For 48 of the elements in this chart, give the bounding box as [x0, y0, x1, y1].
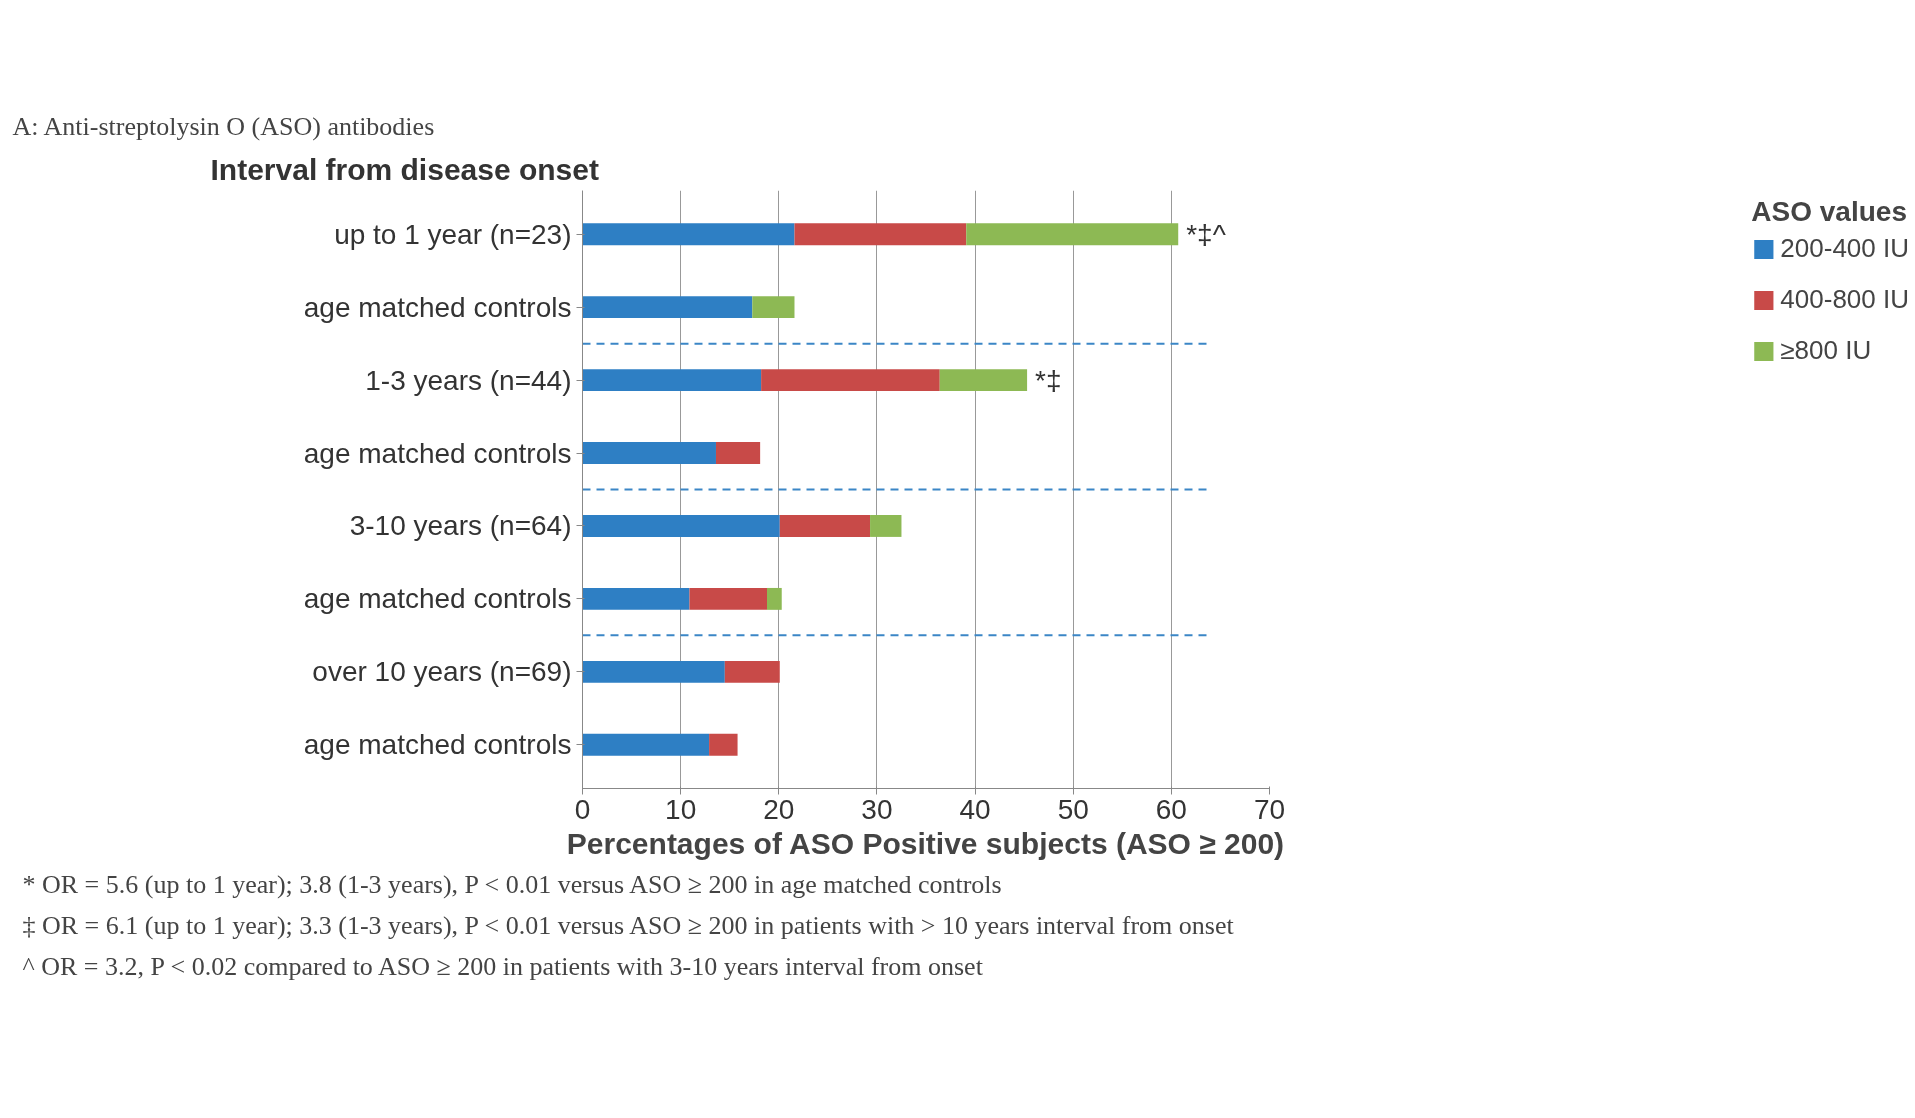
x-tick-label: 60: [1155, 793, 1187, 825]
bar: [794, 223, 967, 246]
legend-label: 400-800 IU: [1780, 284, 1909, 315]
text: ^ OR = 3.2, P < 0.02 compared to ASO ≥ 200 in patients with 3-10 years interval from onset: [22, 951, 984, 981]
bar: [582, 296, 753, 319]
x-tick-label: 20: [763, 793, 795, 825]
bar: [582, 369, 762, 392]
y-tick-label: up to 1 year (n=23): [334, 218, 572, 250]
annotation: *‡^: [1186, 218, 1226, 250]
x-tick-label: 30: [861, 793, 893, 825]
bar: [582, 733, 710, 756]
x-tick-label: 50: [1057, 793, 1089, 825]
bar: [689, 587, 768, 610]
bar: [582, 515, 780, 537]
y-axis-title: Interval from disease onset: [210, 152, 599, 186]
bar: [761, 369, 940, 392]
x-tick-label: 0: [574, 793, 591, 825]
bar: [582, 223, 795, 246]
legend-title: ASO values: [1751, 196, 1908, 228]
y-tick-label: over 10 years (n=69): [312, 656, 572, 688]
y-tick-label: 1-3 years (n=44): [365, 364, 572, 396]
legend-label: 200-400 IU: [1780, 233, 1909, 264]
bar: [939, 369, 1028, 392]
text: * OR = 5.6 (up to 1 year); 3.8 (1-3 years), P < 0.01 versus ASO ≥ 200 in age matched controls: [22, 869, 1002, 899]
bar: [966, 223, 1179, 246]
text: A: Anti-streptolysin O (ASO) antibodies: [12, 111, 435, 141]
y-tick-label: age matched controls: [303, 291, 572, 323]
bar: [870, 515, 902, 537]
x-tick-label: 70: [1253, 793, 1286, 825]
y-tick-label: age matched controls: [303, 583, 572, 615]
bar: [779, 515, 871, 537]
y-tick-label: 3-10 years (n=64): [349, 510, 572, 542]
bar: [582, 587, 690, 610]
bar: [724, 660, 780, 683]
y-tick-label: age matched controls: [303, 437, 572, 469]
text: ‡ OR = 6.1 (up to 1 year); 3.3 (1-3 years), P < 0.01 versus ASO ≥ 200 in patients with > 10 years interval from onset: [22, 910, 1235, 940]
legend-label: ≥800 IU: [1780, 335, 1872, 366]
annotation: *‡: [1035, 364, 1062, 396]
bar: [752, 296, 795, 319]
bar: [582, 442, 716, 464]
bar: [582, 660, 725, 683]
bar: [709, 733, 738, 756]
x-tick-label: 10: [665, 793, 697, 825]
bar: [767, 587, 782, 610]
x-axis-title: Percentages of ASO Positive subjects (ASO ≥ 200): [566, 826, 1285, 860]
x-tick-label: 40: [959, 793, 991, 825]
y-tick-label: age matched controls: [303, 729, 572, 761]
bar: [715, 442, 761, 464]
